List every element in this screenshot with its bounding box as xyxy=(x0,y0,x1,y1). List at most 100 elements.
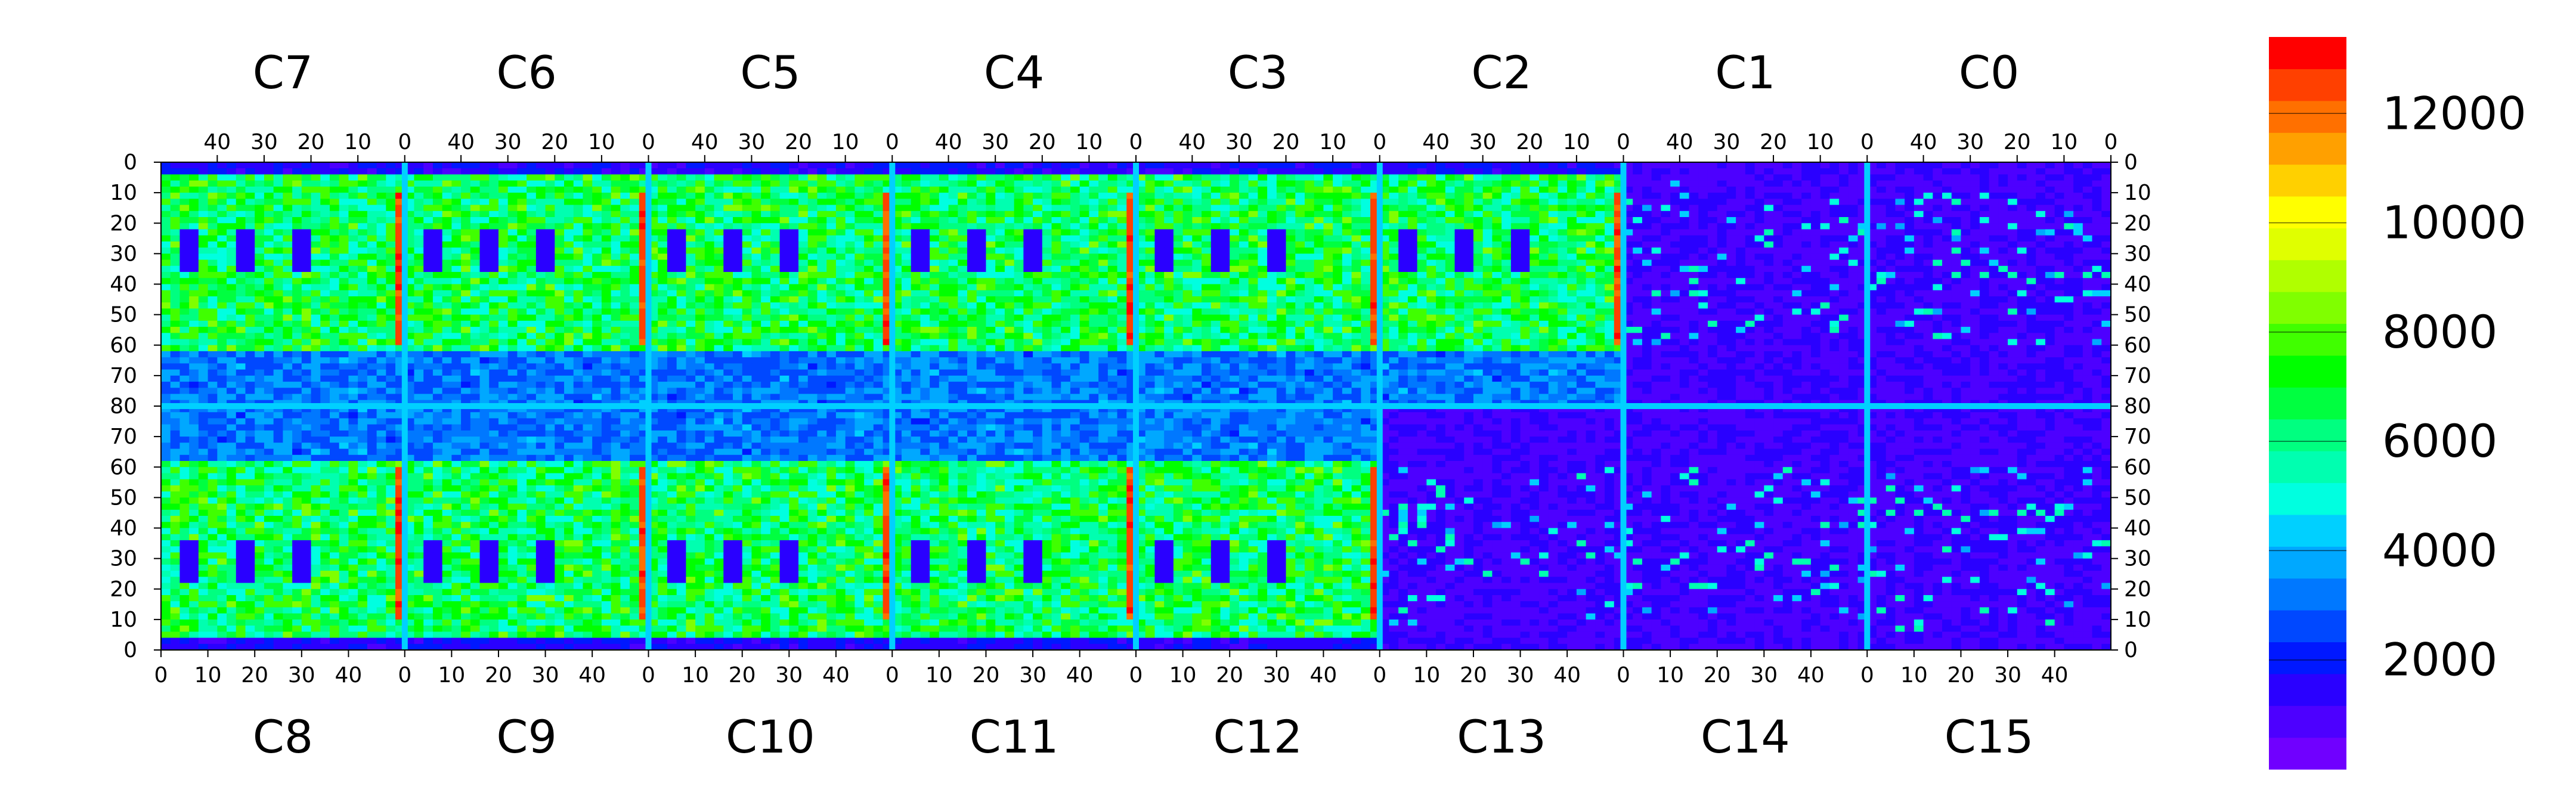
heatmap-cell xyxy=(789,363,798,370)
heatmap-cell xyxy=(695,181,705,187)
heatmap-cell xyxy=(1277,193,1286,199)
heatmap-cell xyxy=(470,272,480,278)
heatmap-cell xyxy=(939,247,949,254)
heatmap-cell xyxy=(1070,284,1080,291)
heatmap-cell xyxy=(770,321,780,327)
heatmap-cell xyxy=(723,229,733,236)
heatmap-cell xyxy=(1239,229,1249,236)
heatmap-cell xyxy=(208,247,218,254)
heatmap-cell xyxy=(1211,296,1221,303)
heatmap-cell xyxy=(1305,339,1314,346)
heatmap-cell xyxy=(1108,260,1117,267)
heatmap-cell xyxy=(377,308,386,315)
heatmap-cell xyxy=(620,229,630,236)
heatmap-cell xyxy=(677,357,686,364)
heatmap-cell xyxy=(695,296,705,303)
heatmap-cell xyxy=(1333,272,1342,278)
heatmap-cell xyxy=(826,388,836,394)
heatmap-cell xyxy=(817,236,826,242)
heatmap-cell xyxy=(1230,247,1239,254)
heatmap-cell xyxy=(546,181,555,187)
heatmap-cell xyxy=(658,217,667,224)
heatmap-cell xyxy=(798,339,808,346)
heatmap-cell xyxy=(461,211,470,218)
heatmap-cell xyxy=(330,370,339,376)
heatmap-cell xyxy=(836,363,846,370)
heatmap-cell xyxy=(199,345,208,352)
heatmap-cell xyxy=(864,205,874,212)
heatmap-cell xyxy=(189,363,199,370)
heatmap-cell xyxy=(977,199,986,205)
heatmap-cell xyxy=(658,278,667,284)
heatmap-cell xyxy=(620,315,630,321)
heatmap-cell xyxy=(1061,174,1070,181)
heatmap-cell xyxy=(564,199,574,205)
heatmap-cell xyxy=(1014,388,1024,394)
heatmap-cell xyxy=(780,266,789,273)
heatmap-cell xyxy=(836,174,846,181)
heatmap-cell xyxy=(1033,370,1042,376)
heatmap-cell xyxy=(348,370,358,376)
heatmap-cell xyxy=(1117,229,1127,236)
heatmap-cell xyxy=(995,187,1005,193)
heatmap-cell xyxy=(686,193,695,199)
heatmap-cell xyxy=(920,382,930,388)
heatmap-cell xyxy=(592,217,602,224)
heatmap-cell xyxy=(555,168,564,175)
heatmap-cell xyxy=(245,327,255,333)
heatmap-cell xyxy=(1108,242,1117,248)
heatmap-cell xyxy=(1089,199,1098,205)
heatmap-cell xyxy=(517,174,527,181)
heatmap-cell xyxy=(292,199,302,205)
heatmap-cell xyxy=(686,260,695,267)
heatmap-cell xyxy=(227,266,236,273)
heatmap-cell xyxy=(1098,363,1108,370)
heatmap-cell xyxy=(348,260,358,267)
heatmap-cell xyxy=(958,205,967,212)
heatmap-cell xyxy=(311,229,321,236)
heatmap-cell xyxy=(789,370,798,376)
heatmap-cell xyxy=(1361,211,1370,218)
heatmap-cell xyxy=(292,302,302,309)
heatmap-cell xyxy=(1014,168,1024,175)
heatmap-cell xyxy=(742,382,752,388)
heatmap-cell xyxy=(742,290,752,297)
heatmap-cell xyxy=(977,339,986,346)
heatmap-cell xyxy=(245,333,255,339)
heatmap-cell xyxy=(1239,321,1249,327)
heatmap-cell xyxy=(742,242,752,248)
heatmap-cell xyxy=(255,296,264,303)
heatmap-cell xyxy=(846,168,855,175)
heatmap-cell xyxy=(1174,162,1183,169)
heatmap-cell xyxy=(798,388,808,394)
heatmap-cell xyxy=(1314,321,1324,327)
heatmap-cell xyxy=(1342,284,1352,291)
heatmap-cell xyxy=(414,351,423,358)
heatmap-cell xyxy=(489,388,499,394)
heatmap-cell xyxy=(358,290,367,297)
heatmap-cell xyxy=(714,253,724,260)
heatmap-cell xyxy=(949,260,958,267)
heatmap-cell xyxy=(1042,181,1052,187)
heatmap-cell xyxy=(1258,339,1267,346)
heatmap-cell xyxy=(836,272,846,278)
heatmap-cell xyxy=(1239,181,1249,187)
heatmap-cell xyxy=(274,193,283,199)
heatmap-cell xyxy=(348,327,358,333)
heatmap-cell xyxy=(1033,266,1042,273)
heatmap-cell xyxy=(836,284,846,291)
heatmap-cell xyxy=(630,266,639,273)
heatmap-cell xyxy=(358,174,367,181)
heatmap-cell xyxy=(808,302,818,309)
heatmap-cell xyxy=(508,260,518,267)
heatmap-cell xyxy=(451,327,461,333)
heatmap-cell xyxy=(330,327,339,333)
heatmap-cell xyxy=(320,290,330,297)
heatmap-cell xyxy=(620,223,630,230)
heatmap-cell xyxy=(770,223,780,230)
heatmap-cell xyxy=(179,187,189,193)
heatmap-cell xyxy=(1305,247,1314,254)
heatmap-cell xyxy=(630,223,639,230)
heatmap-cell xyxy=(1277,253,1286,260)
heatmap-cell xyxy=(742,278,752,284)
